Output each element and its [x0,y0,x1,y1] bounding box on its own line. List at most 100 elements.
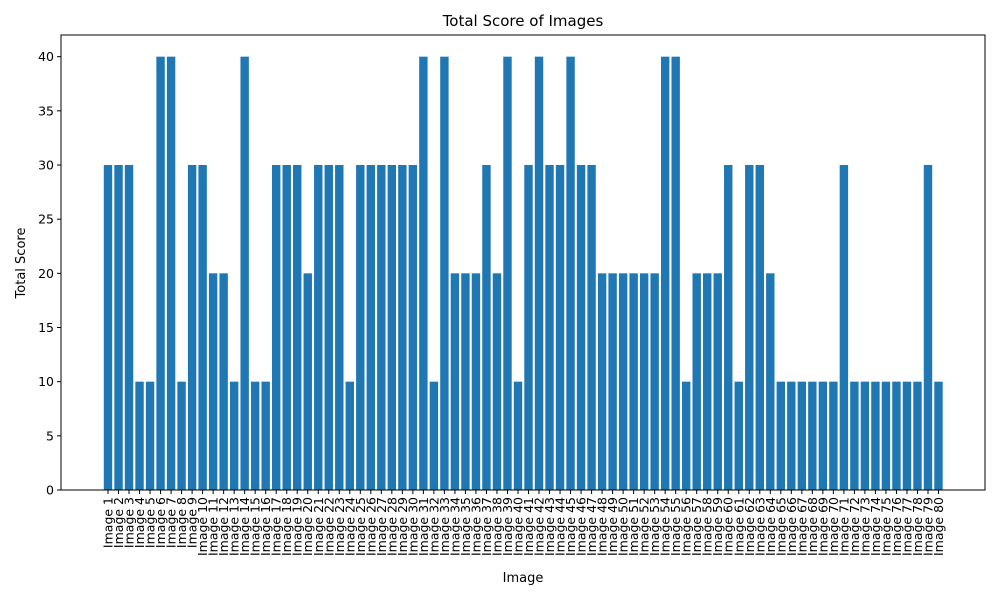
x-tick-label: Image 61 [731,497,746,556]
x-tick-label: Image 45 [563,497,578,556]
bar-9 [187,165,197,490]
bar-53 [650,273,659,490]
y-tick-label: 15 [38,320,54,335]
x-tick-label: Image 17 [269,497,284,556]
bar-78 [913,381,922,490]
x-tick-label: Image 36 [468,497,483,556]
bar-54 [660,56,670,491]
bar-23 [335,165,344,490]
bar-10 [198,165,207,490]
bar-38 [492,273,502,490]
x-tick-label: Image 11 [206,497,221,556]
x-tick-label: Image 8 [174,497,189,548]
x-tick-label: Image 7 [164,497,179,548]
bar-27 [377,165,386,490]
x-tick-label: Image 34 [447,497,462,556]
x-tick-label: Image 37 [479,497,494,556]
y-axis-label: Total Score [14,228,29,300]
x-tick-label: Image 10 [195,497,210,556]
bar-35 [461,273,470,490]
x-tick-label: Image 62 [742,497,757,556]
x-tick-label: Image 32 [426,497,441,556]
bar-41 [524,165,533,490]
bar-63 [755,165,764,490]
bar-73 [860,381,870,490]
x-tick-label: Image 39 [500,497,515,556]
x-tick-label: Image 12 [216,497,231,556]
bar-40 [513,381,523,490]
x-tick-label: Image 5 [143,497,158,548]
x-tick-label: Image 35 [458,497,473,556]
bar-72 [850,381,859,490]
bar-13 [229,381,239,490]
bar-59 [713,273,722,490]
bar-76 [892,381,901,490]
bar-37 [482,165,491,490]
bar-46 [576,165,586,490]
bar-67 [797,381,807,490]
x-tick-label: Image 42 [532,497,547,556]
x-tick-label: Image 33 [437,497,452,556]
x-tick-label: Image 79 [920,497,935,556]
x-tick-label: Image 21 [311,497,326,556]
bar-55 [671,56,680,491]
x-tick-label: Image 54 [658,497,673,556]
x-tick-label: Image 58 [700,497,715,556]
plot-frame [60,34,986,491]
bar-65 [776,381,786,490]
x-tick-label: Image 74 [868,497,883,556]
y-tick-label: 20 [38,266,54,281]
bar-20 [303,273,312,490]
x-tick-label: Image 56 [679,497,694,556]
y-tick-label: 25 [38,212,54,227]
bar-4 [135,381,144,490]
bar-30 [408,165,418,490]
x-tick-label: Image 29 [395,497,410,556]
x-tick-label: Image 13 [227,497,242,556]
x-tick-label: Image 50 [616,497,631,556]
bar-80 [934,381,943,490]
x-tick-label: Image 71 [836,497,851,556]
y-tick-label: 35 [38,103,54,118]
bar-77 [902,381,912,490]
x-tick-label: Image 68 [805,497,820,556]
x-tick-label: Image 25 [353,497,368,556]
bar-18 [282,165,291,490]
bar-11 [208,273,218,490]
bar-61 [734,381,743,490]
bar-64 [766,273,775,490]
bar-17 [272,165,281,490]
y-axis-ticks: 0 5 10 15 20 25 30 35 40 [38,49,61,498]
bar-74 [871,381,880,490]
x-tick-label: Image 9 [185,497,200,548]
x-tick-label: Image 40 [510,497,525,556]
x-tick-label: Image 19 [290,497,305,556]
x-tick-label: Image 77 [899,497,914,556]
bar-57 [692,273,701,490]
x-tick-label: Image 24 [342,497,357,556]
x-tick-label: Image 2 [111,497,126,548]
bar-60 [724,165,733,490]
bar-42 [534,56,544,491]
x-tick-label: Image 18 [279,497,294,556]
x-tick-label: Image 73 [857,497,872,556]
x-tick-label: Image 44 [553,497,568,556]
chart-title: Total Score of Images [442,12,604,30]
x-tick-label: Image 6 [153,497,168,548]
bar-33 [440,56,449,491]
bar-49 [608,273,617,490]
y-tick-label: 10 [38,374,54,389]
bar-5 [145,381,155,490]
bar-14 [240,56,249,491]
bar-69 [818,381,828,490]
x-tick-label: Image 53 [647,497,662,556]
bar-50 [618,273,628,490]
bar-70 [829,381,838,490]
x-tick-label: Image 28 [384,497,399,556]
bar-39 [503,56,512,491]
x-tick-label: Image 64 [763,497,778,556]
x-tick-label: Image 66 [784,497,799,556]
bar-62 [745,165,754,490]
bar-19 [293,165,302,490]
